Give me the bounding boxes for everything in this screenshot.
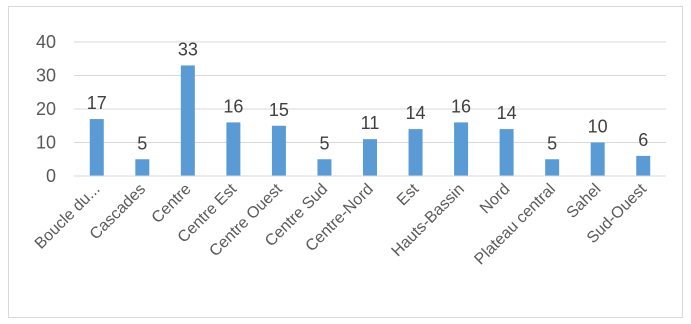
- y-tick-label: 20: [36, 99, 56, 119]
- data-label: 14: [406, 103, 426, 123]
- y-tick-label: 0: [46, 166, 56, 186]
- data-label: 10: [588, 117, 608, 137]
- y-tick-label: 10: [36, 133, 56, 153]
- bar: [180, 65, 195, 176]
- data-label: 15: [269, 100, 289, 120]
- data-label: 6: [638, 130, 648, 150]
- data-label: 11: [361, 113, 380, 133]
- bar: [636, 155, 651, 176]
- bar: [363, 139, 377, 176]
- x-tick-label: Sahel: [564, 181, 605, 222]
- data-label: 5: [319, 133, 329, 153]
- bar: [271, 125, 286, 176]
- y-tick-label: 30: [36, 66, 56, 86]
- y-tick-label: 40: [36, 32, 56, 52]
- bar: [135, 159, 150, 176]
- bar: [590, 142, 605, 176]
- chart-frame: [8, 6, 683, 318]
- bar: [545, 159, 560, 176]
- data-label: 33: [178, 39, 198, 59]
- x-tick-label: Boucle du...: [32, 181, 104, 253]
- data-label: 16: [223, 96, 243, 116]
- x-tick-label: Est: [394, 180, 423, 209]
- data-label: 17: [87, 93, 107, 113]
- bar: [89, 119, 104, 176]
- bar: [226, 122, 241, 176]
- data-label: 5: [547, 133, 557, 153]
- bars: [89, 65, 651, 176]
- data-label: 14: [497, 103, 517, 123]
- x-tick-label: Nord: [477, 181, 514, 218]
- bar: [499, 129, 514, 176]
- data-label: 5: [137, 133, 147, 153]
- data-label: 16: [451, 96, 471, 116]
- y-axis-ticks: 0 10 20 30 40: [36, 32, 56, 186]
- bar: [408, 129, 423, 176]
- bar: [454, 122, 469, 176]
- x-tick-label: Plateau central: [471, 181, 558, 268]
- bar: [317, 159, 332, 176]
- data-labels: 17 5 33 16 15 5 11 14 16 14 5 10 6: [87, 39, 648, 153]
